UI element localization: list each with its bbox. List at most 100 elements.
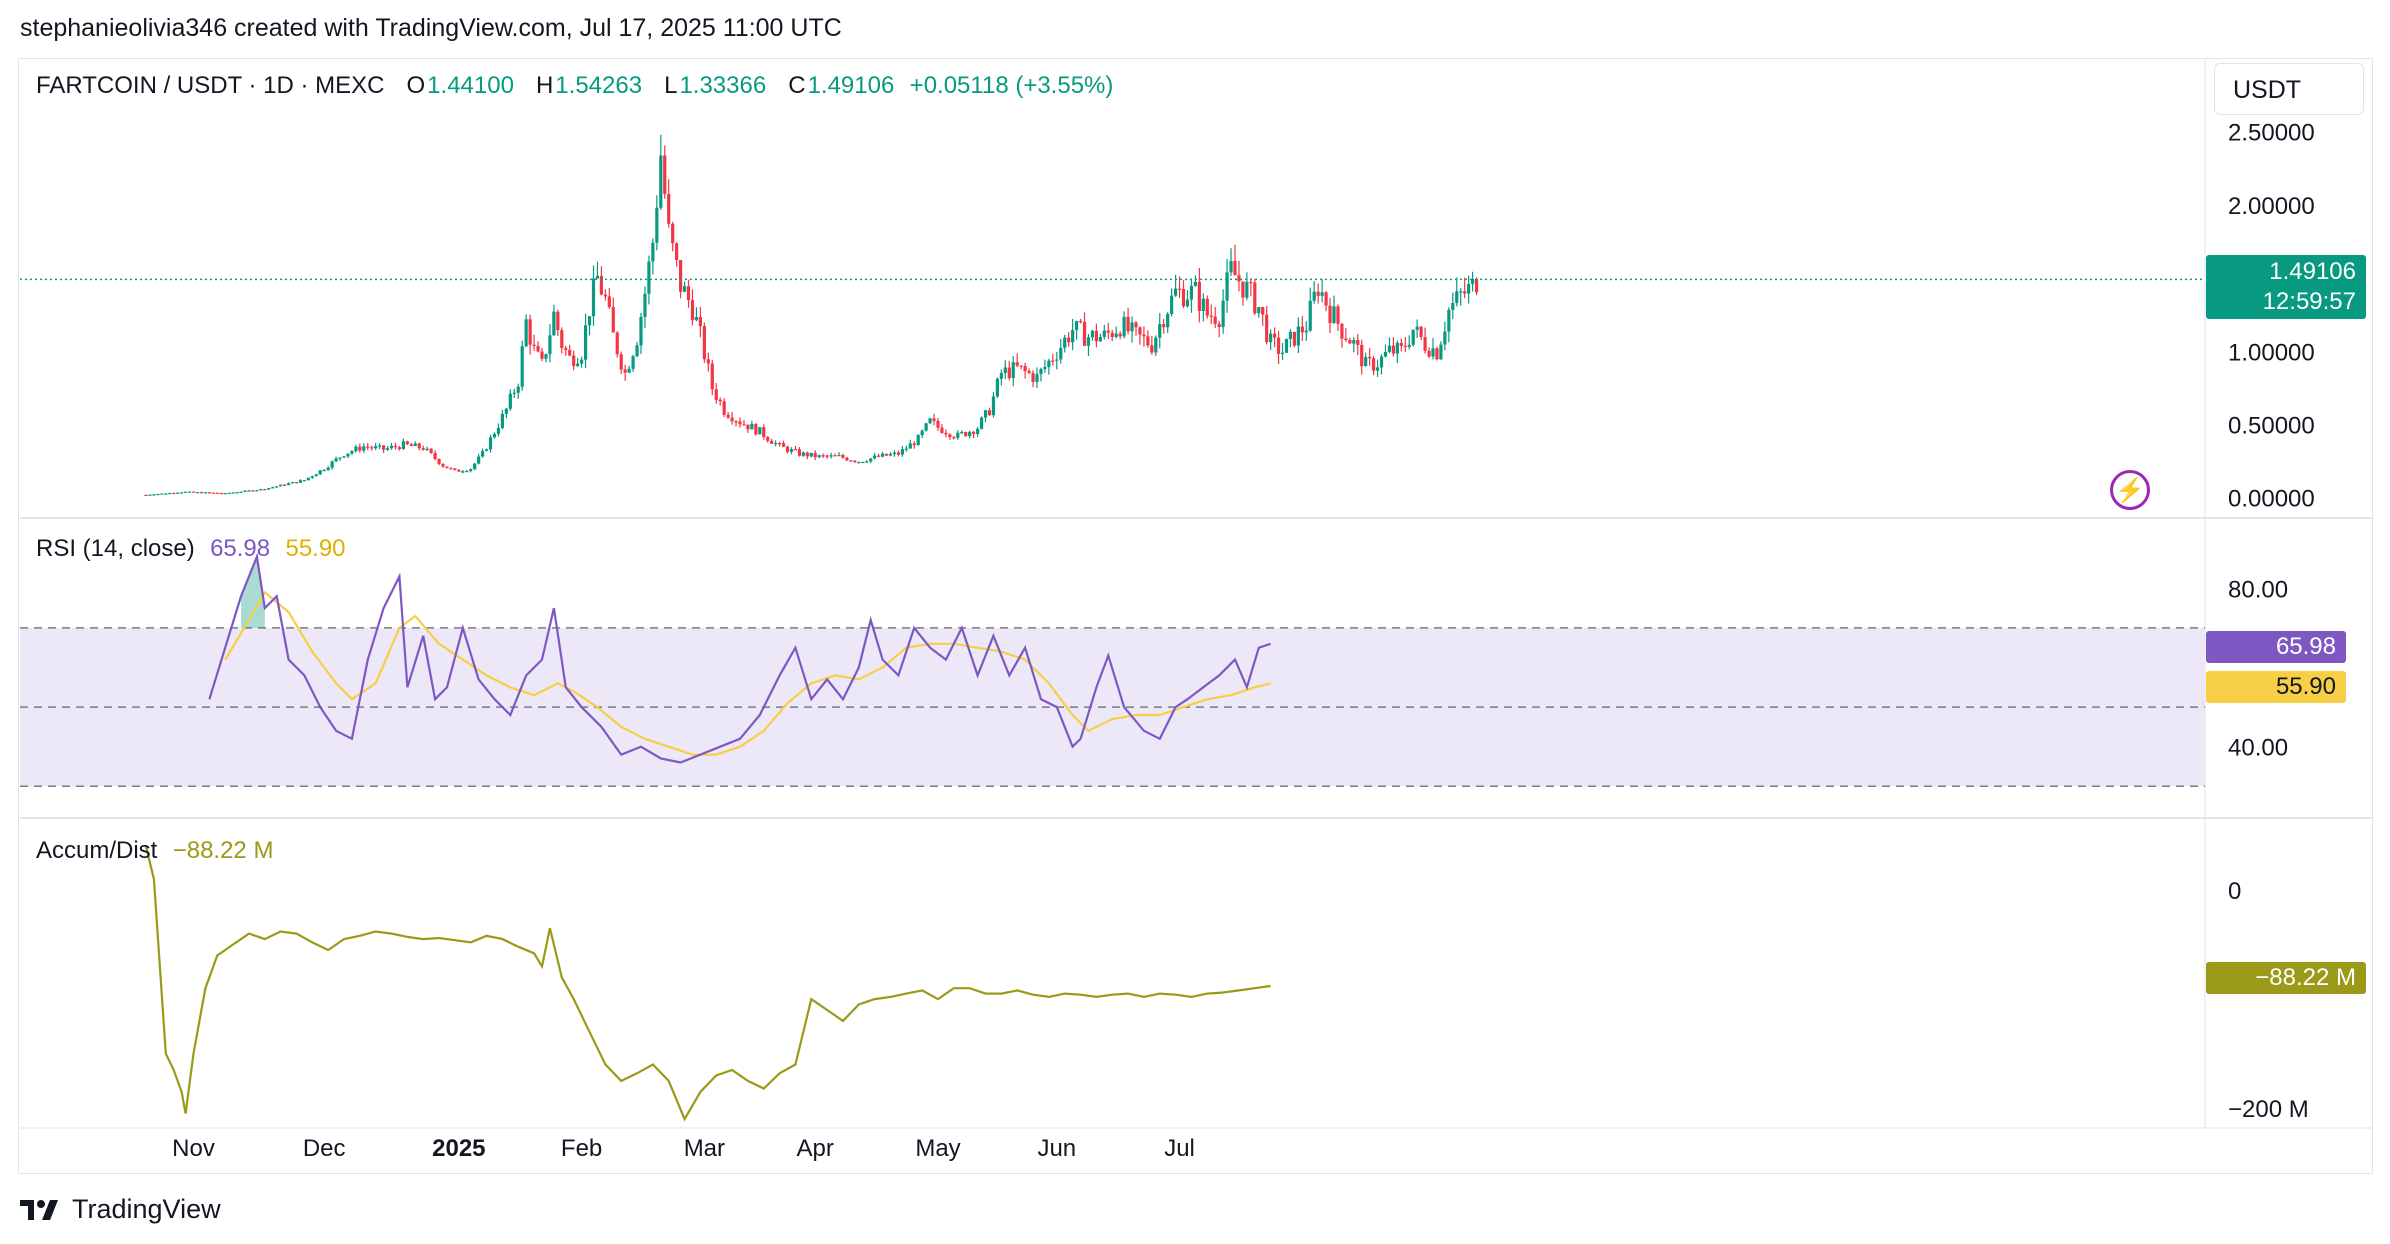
candle-body bbox=[995, 378, 999, 397]
candle-body bbox=[1280, 352, 1285, 354]
candle-body bbox=[219, 493, 223, 495]
candle-body bbox=[1332, 306, 1336, 324]
candle-body bbox=[738, 421, 742, 425]
candle-body bbox=[453, 468, 457, 470]
candle-body bbox=[615, 332, 619, 355]
candle-body bbox=[797, 449, 801, 456]
chart-frame bbox=[18, 58, 2373, 1174]
candle-body bbox=[619, 354, 623, 370]
candle-body bbox=[1399, 342, 1403, 346]
candle-body bbox=[1067, 337, 1071, 343]
candle-body bbox=[1253, 282, 1257, 314]
candle-body bbox=[1387, 345, 1392, 352]
candle-body bbox=[631, 356, 635, 369]
candle-body bbox=[1324, 292, 1328, 306]
candle-body bbox=[441, 464, 445, 467]
x-axis-label: Feb bbox=[561, 1135, 602, 1162]
candle-body bbox=[528, 319, 532, 345]
rsi-axis-label: 80.00 bbox=[2228, 576, 2288, 603]
candle-body bbox=[845, 457, 849, 461]
candle-body bbox=[667, 193, 671, 224]
candle-body bbox=[1439, 344, 1443, 360]
candle-body bbox=[1110, 332, 1114, 337]
candle-body bbox=[239, 491, 243, 493]
candle-body bbox=[1201, 298, 1205, 312]
candle-body bbox=[972, 431, 976, 434]
candle-body bbox=[326, 467, 330, 470]
candle-body bbox=[389, 445, 394, 449]
lightning-icon[interactable]: ⚡ bbox=[2110, 470, 2150, 510]
candle-body bbox=[1435, 348, 1439, 360]
candle-body bbox=[572, 355, 576, 367]
candle-body bbox=[726, 414, 730, 418]
candle-body bbox=[595, 275, 600, 279]
candle-body bbox=[706, 359, 710, 364]
candle-body bbox=[888, 454, 893, 456]
change-value: +0.05118 (+3.55%) bbox=[909, 72, 1114, 99]
rsi-tag: 65.98 bbox=[2206, 631, 2346, 663]
candle-body bbox=[1292, 331, 1296, 346]
candle-body bbox=[770, 440, 774, 444]
candle-body bbox=[1284, 338, 1289, 353]
candle-body bbox=[1348, 340, 1352, 344]
candle-body bbox=[176, 492, 180, 494]
currency-selector[interactable]: USDT bbox=[2214, 63, 2364, 115]
candle-body bbox=[817, 455, 821, 458]
candle-body bbox=[742, 424, 746, 426]
candle-body bbox=[793, 449, 798, 451]
candle-body bbox=[366, 446, 370, 448]
candle-body bbox=[425, 448, 429, 450]
candle-body bbox=[1300, 326, 1304, 333]
candle-body bbox=[520, 346, 524, 387]
candle-body bbox=[322, 469, 326, 472]
candle-body bbox=[524, 319, 528, 347]
candle-body bbox=[940, 427, 944, 434]
candle-body bbox=[880, 453, 885, 457]
candle-body bbox=[1213, 316, 1217, 324]
candle-body bbox=[774, 443, 778, 445]
candle-body bbox=[983, 410, 988, 418]
candle-body bbox=[1304, 330, 1308, 333]
candle-body bbox=[623, 369, 627, 373]
last-price: 1.49106 bbox=[2269, 258, 2356, 285]
candle-body bbox=[203, 492, 207, 494]
candle-body bbox=[370, 447, 374, 449]
candle-body bbox=[191, 491, 196, 493]
candle-body bbox=[655, 207, 659, 243]
candle-body bbox=[916, 435, 920, 446]
x-axis-label: May bbox=[915, 1135, 960, 1162]
symbol-title: FARTCOIN / USDT · 1D · MEXC bbox=[36, 72, 385, 99]
candle-body bbox=[1094, 330, 1098, 342]
candle-body bbox=[279, 484, 283, 487]
candle-body bbox=[461, 471, 465, 473]
candle-body bbox=[825, 455, 829, 457]
candle-body bbox=[1078, 321, 1083, 323]
open-label: O bbox=[406, 72, 426, 99]
candle-body bbox=[1154, 337, 1158, 353]
candle-body bbox=[1233, 260, 1237, 276]
candle-body bbox=[789, 449, 794, 452]
candle-body bbox=[1071, 329, 1075, 343]
candle-body bbox=[1221, 300, 1225, 327]
candle-body bbox=[1375, 367, 1380, 371]
candle-body bbox=[1015, 362, 1019, 366]
candle-body bbox=[896, 452, 900, 455]
candle-body bbox=[1158, 324, 1162, 338]
candle-body bbox=[1241, 281, 1245, 298]
candle-body bbox=[152, 494, 156, 496]
candle-body bbox=[900, 449, 904, 455]
candle-body bbox=[1197, 281, 1201, 312]
candle-body bbox=[1391, 345, 1395, 354]
candle-body bbox=[1150, 345, 1154, 353]
candle-body bbox=[979, 417, 984, 429]
candle-body bbox=[516, 386, 520, 393]
candle-body bbox=[1427, 350, 1431, 357]
candle-body bbox=[1443, 331, 1447, 345]
candle-body bbox=[1166, 313, 1170, 328]
price-axis-label: 2.50000 bbox=[2228, 120, 2315, 147]
candle-body bbox=[354, 446, 358, 452]
high-value: 1.54263 bbox=[555, 72, 643, 99]
candle-body bbox=[778, 443, 782, 445]
ad-legend: Accum/Dist −88.22 M bbox=[36, 837, 275, 865]
